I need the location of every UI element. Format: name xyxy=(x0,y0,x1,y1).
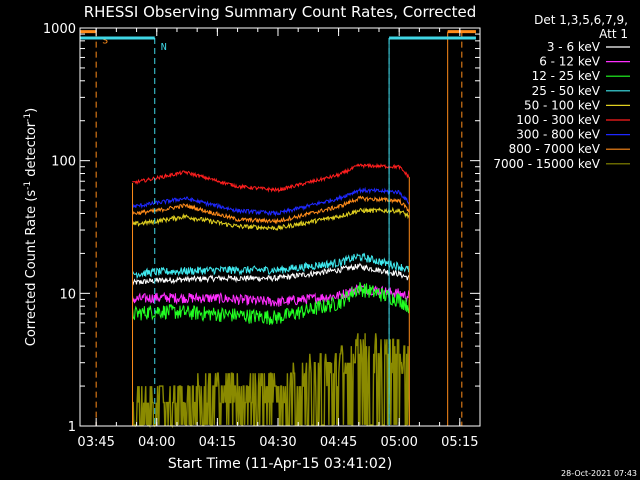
legend-label: 6 - 12 keV xyxy=(539,55,601,69)
legend-entry: 3 - 6 keV xyxy=(547,40,630,54)
legend-label: 800 - 7000 keV xyxy=(509,142,601,156)
flag-label: S xyxy=(102,36,108,47)
legend-entry: 25 - 50 keV xyxy=(532,84,630,98)
y-tick-label: 1000 xyxy=(43,22,76,37)
series-3-6-kev xyxy=(132,262,410,286)
legend-entry: 12 - 25 keV xyxy=(532,69,630,83)
legend-label: 50 - 100 keV xyxy=(524,98,601,112)
series-25-50-kev xyxy=(132,252,410,280)
series-line xyxy=(132,186,410,217)
y-axis-label-end: ) xyxy=(24,108,39,113)
series-7000-15000-kev xyxy=(132,333,410,429)
flag-label: N xyxy=(161,42,167,53)
x-tick-label: 04:15 xyxy=(199,435,236,450)
footer-timestamp: 28-Oct-2021 07:43 xyxy=(561,469,637,478)
legend-entry: 6 - 12 keV xyxy=(539,55,630,69)
series-12-25-kev xyxy=(132,282,410,326)
flag-n-3 xyxy=(388,36,476,426)
legend-header-attenuator: Att 1 xyxy=(599,27,628,41)
x-tick-label: 05:00 xyxy=(380,435,417,450)
series-800-7000-kev xyxy=(132,195,410,225)
series-line xyxy=(132,282,410,326)
legend-label: 100 - 300 keV xyxy=(516,113,600,127)
axis-layer: 03:45 04:00 04:15 04:30 04:45 05:00 05:15 1 10 10… xyxy=(43,22,480,450)
series-line xyxy=(132,333,410,429)
flag-n-2: N xyxy=(80,36,167,426)
plot-frame xyxy=(79,27,481,427)
series-line xyxy=(132,195,410,225)
series-6-12-kev xyxy=(132,283,410,307)
series-100-300-kev xyxy=(132,162,410,194)
x-tick-label: 03:45 xyxy=(77,435,114,450)
flag-s-1 xyxy=(447,30,476,426)
series-line xyxy=(132,252,410,280)
y-axis-label-sup1: -1 xyxy=(23,181,33,190)
series-300-800-kev xyxy=(132,186,410,217)
y-axis-label-sup2: -1 xyxy=(23,113,33,122)
series-line xyxy=(132,262,410,286)
x-axis-label: Start Time (11-Apr-15 03:41:02) xyxy=(168,456,392,472)
series-line xyxy=(132,162,410,194)
x-tick-label: 04:45 xyxy=(320,435,357,450)
y-axis-label-main: Corrected Count Rate (s xyxy=(24,190,39,347)
series-50-100-kev xyxy=(132,206,410,231)
chart-title: RHESSI Observing Summary Count Rates, Co… xyxy=(84,3,477,21)
legend-entry: 50 - 100 keV xyxy=(524,98,630,112)
legend-label: 3 - 6 keV xyxy=(547,40,601,54)
series-line xyxy=(132,206,410,231)
legend-entry: 7000 - 15000 keV xyxy=(493,157,630,171)
legend-header-detectors: Det 1,3,5,6,7,9, xyxy=(534,13,628,27)
legend-label: 12 - 25 keV xyxy=(532,69,601,83)
legend-entry: 800 - 7000 keV xyxy=(509,142,630,156)
legend-label: 7000 - 15000 keV xyxy=(493,157,600,171)
legend-entry: 300 - 800 keV xyxy=(516,128,630,142)
y-axis-label: Corrected Count Rate (s-1 detector-1) xyxy=(23,108,39,346)
y-axis-label-mid: detector xyxy=(24,121,39,181)
series-layer xyxy=(132,162,410,429)
legend-entry: 100 - 300 keV xyxy=(516,113,630,127)
series-line xyxy=(132,283,410,307)
flag-s-0: S xyxy=(80,30,108,426)
y-tick-label: 10 xyxy=(59,287,76,302)
x-tick-label: 04:00 xyxy=(138,435,175,450)
y-tick-label: 1 xyxy=(68,420,76,435)
x-tick-label: 05:15 xyxy=(441,435,478,450)
x-tick-label: 04:30 xyxy=(259,435,296,450)
legend-label: 300 - 800 keV xyxy=(516,128,600,142)
observing-flag-layer: SN xyxy=(80,30,476,426)
y-tick-label: 100 xyxy=(51,155,76,170)
legend-label: 25 - 50 keV xyxy=(532,84,601,98)
